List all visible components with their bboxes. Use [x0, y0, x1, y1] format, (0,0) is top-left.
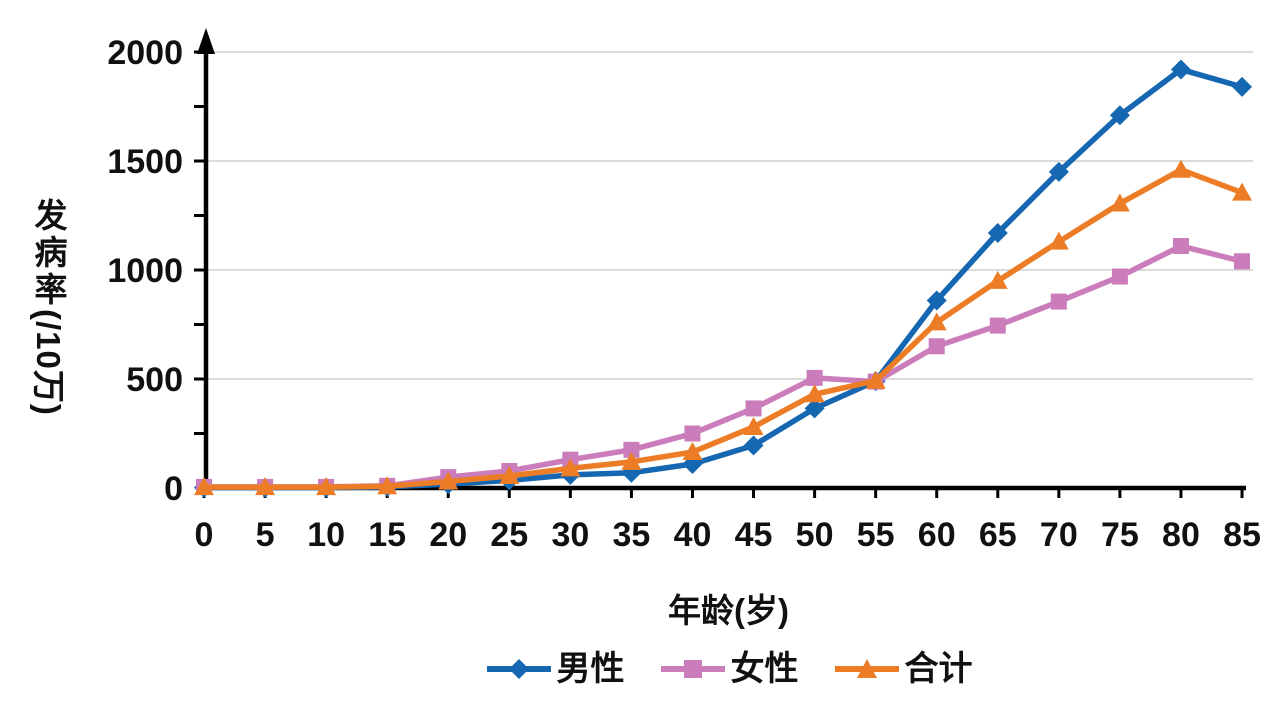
x-tick-label: 15 [368, 516, 406, 554]
series-total-point [621, 451, 642, 470]
female-series-swatch-icon [660, 660, 725, 678]
series-total-point [987, 270, 1008, 289]
y-axis-title-unit: (/10万) [30, 309, 67, 416]
legend-label-total: 合计 [904, 650, 973, 688]
series-total-point [1048, 231, 1069, 250]
legend-item-total[interactable]: 合计 [833, 652, 973, 686]
x-tick-label: 25 [490, 516, 528, 554]
series-female-point [1234, 253, 1251, 270]
x-tick-label: 10 [307, 516, 345, 554]
male-series-swatch-icon [486, 659, 551, 679]
series-total-point [865, 370, 886, 389]
series-male-point [1170, 59, 1191, 80]
series-female-point [684, 425, 701, 442]
series-male-point [804, 398, 825, 419]
x-tick-label: 65 [979, 516, 1017, 554]
x-tick-label: 5 [256, 516, 275, 554]
legend-label-female: 女性 [730, 650, 799, 688]
series-total-point [804, 384, 825, 403]
series-total-point [1232, 182, 1253, 201]
y-axis-arrow-icon [197, 28, 215, 54]
legend-item-male[interactable]: 男性 [485, 652, 625, 686]
series-female-line [204, 243, 1243, 490]
x-tick-label: 45 [735, 516, 773, 554]
y-tick-label: 0 [164, 470, 183, 508]
series-total-point [438, 471, 459, 490]
series-female-point [1050, 293, 1067, 310]
x-tick-label: 70 [1040, 516, 1078, 554]
y-tick-label: 2000 [107, 34, 183, 72]
series-male-point [1048, 161, 1069, 182]
y-axis-title: 发病率(/10万) [24, 198, 86, 416]
square-marker-icon [683, 660, 702, 678]
x-tick-label: 20 [429, 516, 467, 554]
series-total-point [316, 477, 337, 496]
series-female-point [1172, 238, 1189, 255]
x-tick-label: 80 [1162, 516, 1200, 554]
x-tick-label: 35 [613, 516, 651, 554]
y-tick-label: 500 [126, 361, 183, 399]
series-male-point [1232, 76, 1253, 97]
chart-legend: 男性 女性 合计 [204, 652, 1253, 686]
series-total-point [377, 476, 398, 495]
series-total-point [499, 466, 520, 485]
series-female-point [745, 400, 762, 417]
series-female-point [806, 369, 823, 386]
x-tick-label: 40 [674, 516, 712, 554]
series-total-point [926, 312, 947, 331]
series-female-point [989, 317, 1006, 334]
series-male-point [926, 290, 947, 311]
series-male-line [204, 66, 1243, 491]
series-total-point [1170, 159, 1191, 178]
series-male-point [743, 435, 764, 456]
legend-item-female[interactable]: 女性 [659, 652, 799, 686]
series-total-point [1109, 193, 1130, 212]
series-total-point [682, 442, 703, 461]
x-tick-label: 50 [796, 516, 834, 554]
series-female-point [1111, 268, 1128, 285]
x-tick-label: 0 [195, 516, 214, 554]
total-series-swatch-icon [834, 659, 899, 678]
triangle-marker-icon [856, 659, 877, 678]
y-tick-label: 1500 [107, 143, 183, 181]
series-total-point [194, 477, 214, 496]
x-tick-label: 85 [1223, 516, 1261, 554]
series-total-point [560, 458, 581, 477]
series-female-point [623, 441, 640, 458]
legend-label-male: 男性 [556, 650, 625, 688]
x-tick-label: 60 [918, 516, 956, 554]
series-total-point [255, 477, 276, 496]
series-total-point [743, 416, 764, 435]
diamond-marker-icon [508, 659, 529, 679]
x-tick-label: 30 [551, 516, 589, 554]
y-tick-label: 1000 [107, 252, 183, 290]
y-axis-title-text: 发病率 [30, 198, 67, 309]
series-male-point [1109, 105, 1130, 126]
x-axis-title: 年龄(岁) [668, 592, 789, 629]
x-tick-label: 75 [1101, 516, 1139, 554]
series-female-point [928, 338, 945, 355]
series-total-line [204, 166, 1243, 490]
x-tick-label: 55 [857, 516, 895, 554]
series-male-point [987, 222, 1008, 243]
